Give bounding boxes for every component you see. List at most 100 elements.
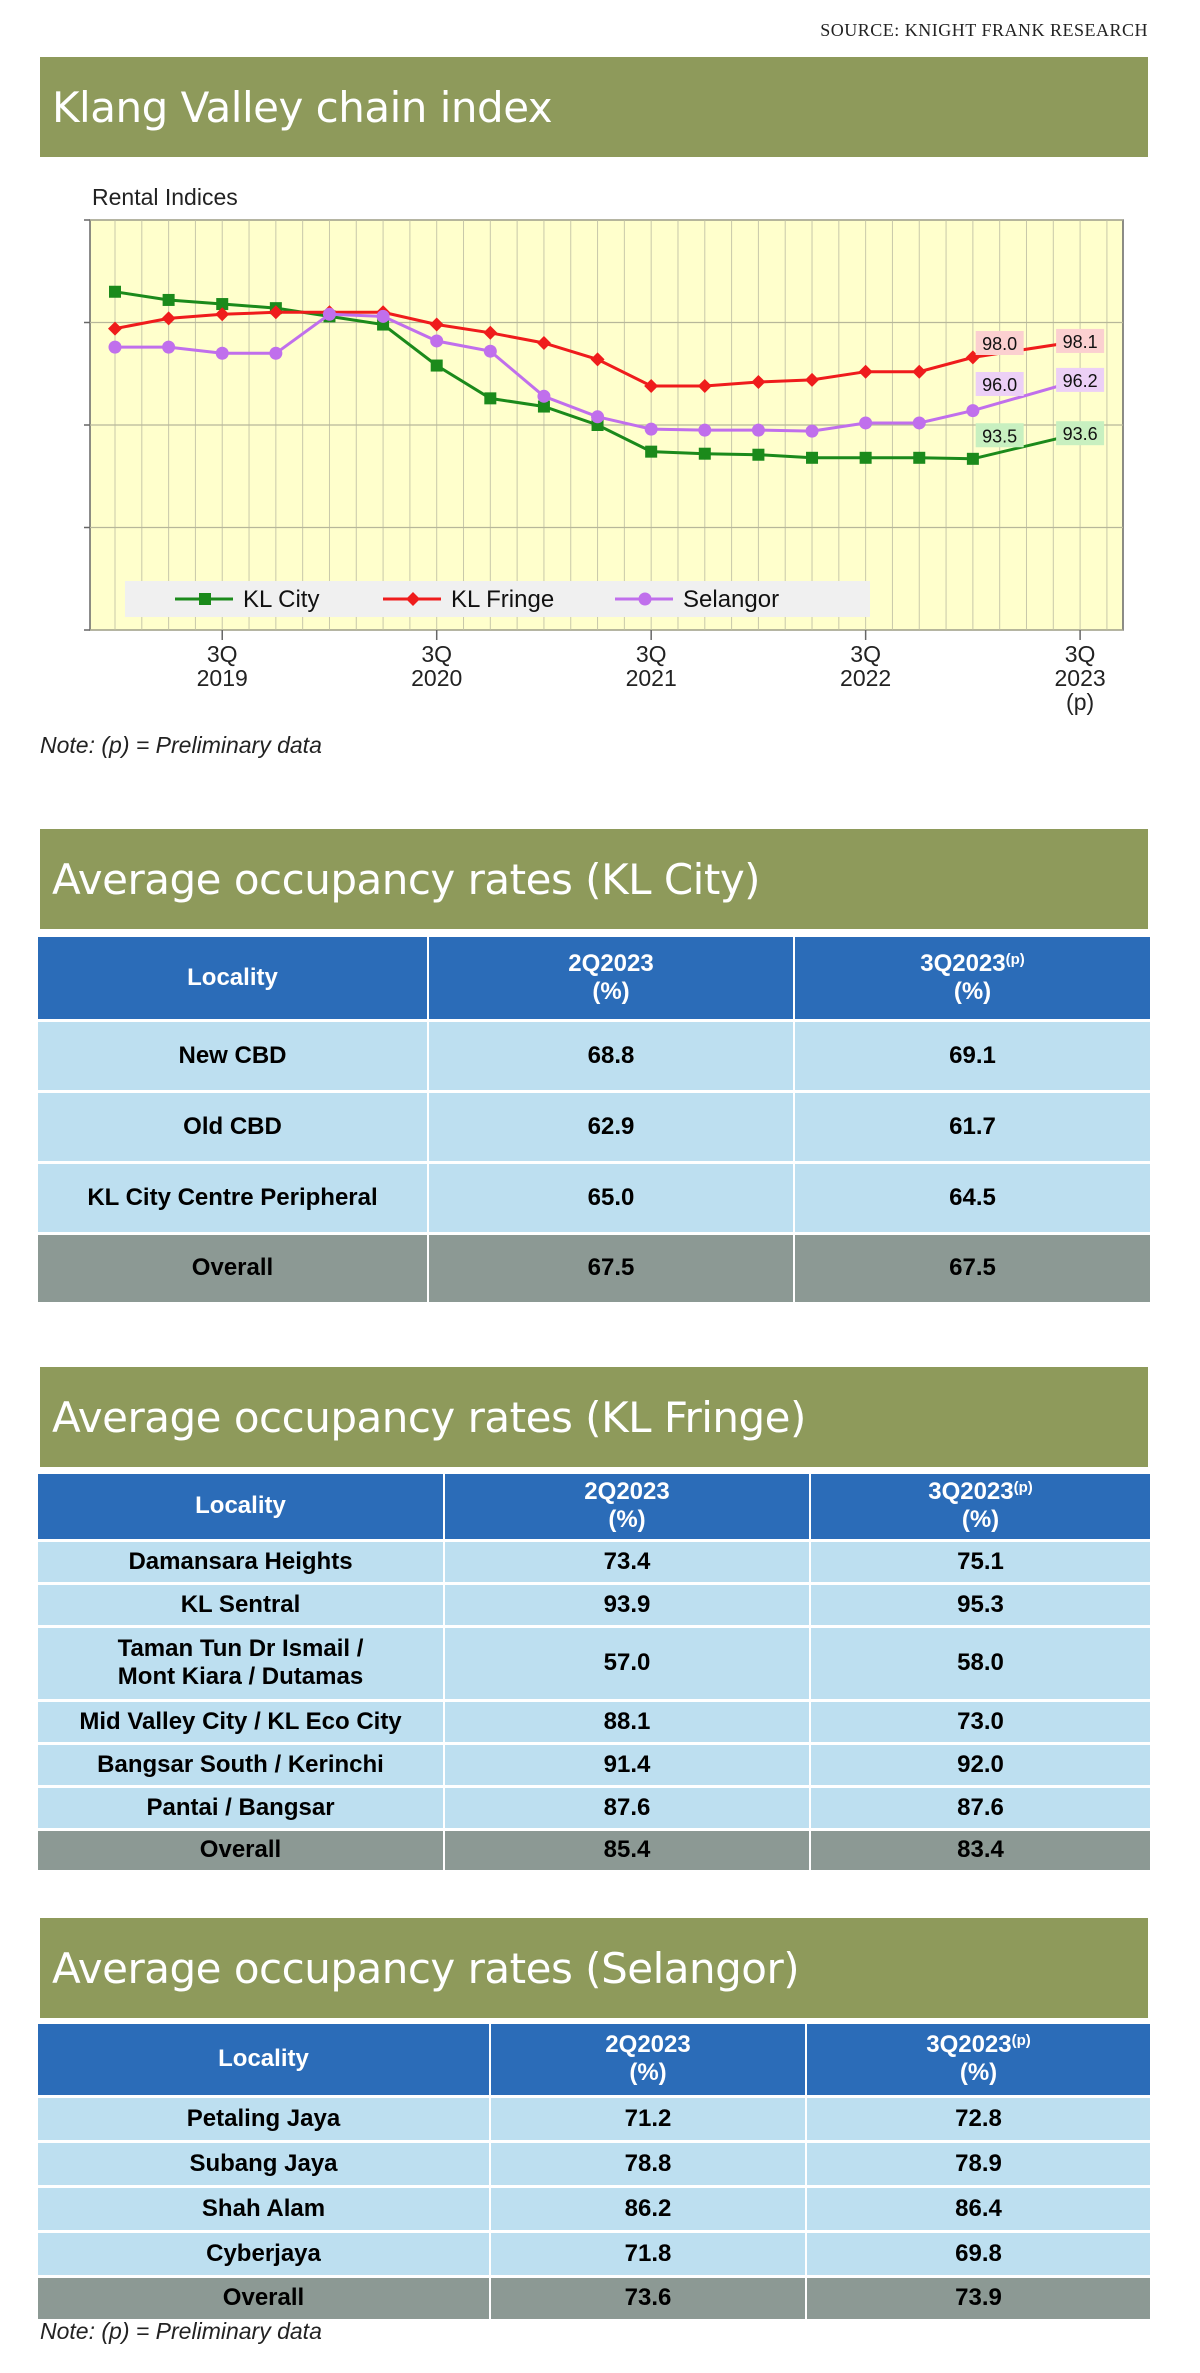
footer-note: Note: (p) = Preliminary data [40,2318,322,2344]
kl-city-occupancy-table: Locality 2Q2023 (%) 3Q2023(p) (%) New CBD … [38,937,1150,1305]
overall-row: Overall 73.6 73.9 [38,2276,1150,2322]
q3-value: 78.9 [806,2141,1150,2188]
value-label: 98.0 [982,334,1017,354]
data-point [645,445,658,458]
table-row: Shah Alam 86.2 86.4 [38,2186,1150,2233]
data-point [429,317,444,332]
value-label-bg [975,331,1024,355]
legend-label: Selangor [683,586,779,613]
q2-value: 68.8 [428,1020,795,1093]
data-point [268,305,283,320]
value-label: 93.5 [982,426,1017,446]
q2-value: 65.0 [428,1162,795,1235]
locality-cell: Overall [38,1233,429,1305]
data-point [912,416,926,430]
locality-cell: Mid Valley City / KL Eco City [38,1700,445,1745]
x-tick-label: 3Q 2022 [840,641,891,691]
value-label: 96.0 [982,375,1017,395]
chart-title-banner: Klang Valley chain index [40,57,1148,157]
table-header-row: Locality 2Q2023 (%) 3Q2023(p) (%) [38,1474,1150,1542]
locality-cell: Pantai / Bangsar [38,1786,445,1831]
locality-header: Locality [38,2024,491,2098]
data-point [751,423,765,437]
table-row: Petaling Jaya 71.2 72.8 [38,2096,1150,2143]
data-point [161,311,176,326]
rental-index-chart: Rental Indices 3Q 2019 3Q 2020 3Q 2021 3Q 2022 3Q… [84,184,1124,715]
q2-value: 86.2 [490,2186,807,2233]
locality-header: Locality [38,1474,445,1542]
locality-cell: Subang Jaya [38,2141,491,2188]
data-point [966,404,980,418]
q3-header: 3Q2023(p) (%) [810,1474,1150,1542]
q2-value: 91.4 [444,1743,811,1788]
y-axis-label: Rental Indices [92,184,238,210]
legend-marker [638,592,652,606]
value-label: 96.2 [1063,371,1098,391]
data-point [859,451,872,464]
kl-fringe-occupancy-table: Locality 2Q2023 (%) 3Q2023(p) (%) Damansar… [38,1474,1150,1873]
table-row: KL City Centre Peripheral 65.0 64.5 [38,1162,1150,1235]
q3-value: 87.6 [810,1786,1150,1831]
data-point [858,364,873,379]
data-point [483,325,498,340]
q3-value: 75.1 [810,1540,1150,1585]
table-row: Damansara Heights 73.4 75.1 [38,1540,1150,1585]
data-point [376,309,390,323]
data-point [537,400,550,413]
q2-value: 71.2 [490,2096,807,2143]
data-point [859,416,873,430]
q2-header: 2Q2023 (%) [490,2024,807,2098]
data-point [644,422,658,436]
q2-value: 93.9 [444,1583,811,1628]
data-point [430,359,443,372]
value-label: 93.6 [1063,424,1098,444]
data-point [215,346,229,360]
data-point [966,452,979,465]
data-point [590,352,605,367]
overall-row: Overall 67.5 67.5 [38,1233,1150,1305]
data-point [269,346,283,360]
locality-cell: Overall [38,1829,445,1873]
q3-value: 58.0 [810,1626,1150,1702]
q3-value: 61.7 [794,1091,1150,1164]
data-point [162,293,175,306]
legend-label: KL Fringe [451,586,554,613]
table-row: Old CBD 62.9 61.7 [38,1091,1150,1164]
q3-header: 3Q2023(p) (%) [794,937,1150,1022]
q2-value: 85.4 [444,1829,811,1873]
data-point [109,285,121,298]
q3-value: 72.8 [806,2096,1150,2143]
value-label-bg [1056,421,1105,446]
locality-header: Locality [38,937,429,1022]
data-point [805,424,819,438]
locality-cell: Damansara Heights [38,1540,445,1585]
selangor-table-banner: Average occupancy rates (Selangor) [40,1918,1148,2018]
table-header-row: Locality 2Q2023 (%) 3Q2023(p) (%) [38,937,1150,1022]
q3-value: 67.5 [794,1233,1150,1305]
data-point [215,307,230,322]
table-row: Taman Tun Dr Ismail / Mont Kiara / Dutama… [38,1626,1150,1702]
data-point [484,392,497,405]
data-point [322,307,336,321]
data-point [752,448,765,461]
q3-value: 86.4 [806,2186,1150,2233]
q2-value: 78.8 [490,2141,807,2188]
legend-box [125,581,870,617]
data-point [912,364,927,379]
data-point [698,447,711,460]
data-point [108,321,122,336]
x-tick-label: 3Q 2021 [626,641,677,691]
chart-note: Note: (p) = Preliminary data [40,732,322,758]
q3-header: 3Q2023(p) (%) [806,2024,1150,2098]
x-tick-label: 3Q 2023 (p) [1055,641,1106,715]
locality-cell: Petaling Jaya [38,2096,491,2143]
q2-value: 87.6 [444,1786,811,1831]
x-tick-label: 3Q 2019 [197,641,248,691]
table-row: Pantai / Bangsar 87.6 87.6 [38,1786,1150,1831]
table-row: Mid Valley City / KL Eco City 88.1 73.0 [38,1700,1150,1745]
series-line-kl-city [114,290,1081,461]
data-point [108,340,122,354]
table-row: Cyberjaya 71.8 69.8 [38,2231,1150,2278]
x-tick-label: 3Q 2020 [411,641,462,691]
table-header-row: Locality 2Q2023 (%) 3Q2023(p) (%) [38,2024,1150,2098]
